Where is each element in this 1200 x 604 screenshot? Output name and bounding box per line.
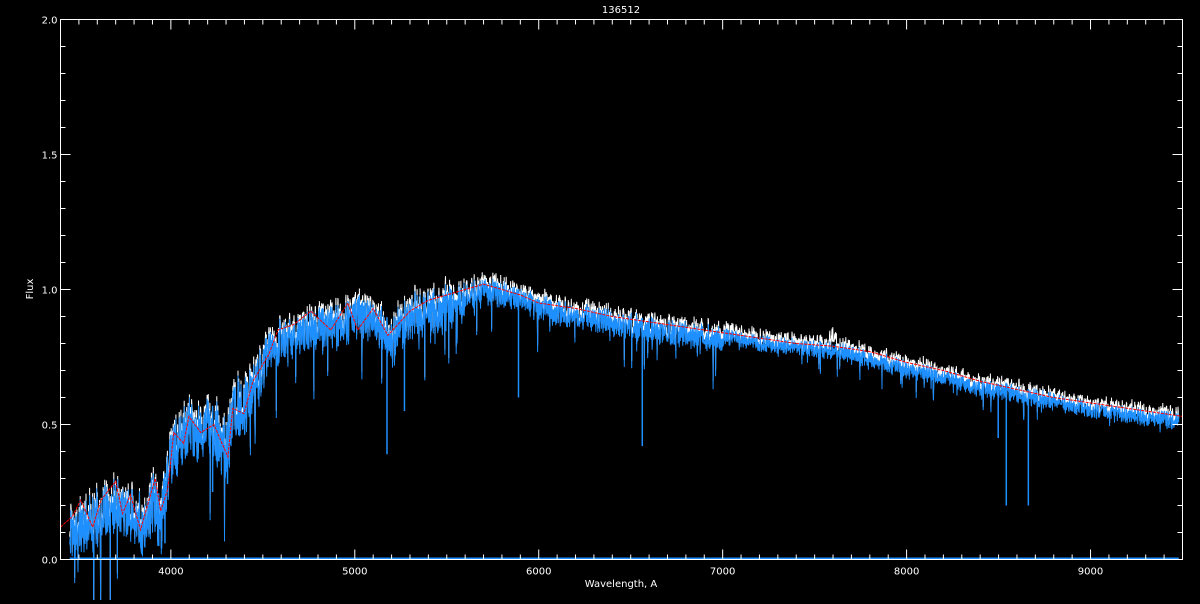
y-tick-label: 0.0: [42, 556, 58, 567]
chart-title: 136512: [602, 5, 640, 16]
observed-spectrum-line: [69, 278, 1180, 604]
y-tick-label: 1.5: [42, 151, 58, 162]
axis-ticks: [60, 19, 1183, 560]
model-spectrum-line: [60, 283, 1183, 532]
y-tick-labels: 0.0 0.5 1.0 1.5 2.0: [42, 16, 58, 567]
x-axis-label: Wavelength, A: [585, 579, 658, 590]
y-tick-label: 2.0: [42, 16, 58, 27]
x-tick-label: 9000: [1078, 567, 1103, 578]
x-tick-label: 8000: [894, 567, 919, 578]
plot-series: [60, 272, 1183, 604]
x-tick-label: 5000: [342, 567, 367, 578]
y-tick-label: 0.5: [42, 421, 58, 432]
x-tick-label: 6000: [526, 567, 551, 578]
x-tick-labels: 4000 5000 6000 7000 8000 9000: [158, 567, 1103, 578]
x-tick-label: 4000: [158, 567, 183, 578]
y-tick-label: 1.0: [42, 286, 58, 297]
x-tick-label: 7000: [710, 567, 735, 578]
y-axis-label: Flux: [25, 279, 36, 300]
